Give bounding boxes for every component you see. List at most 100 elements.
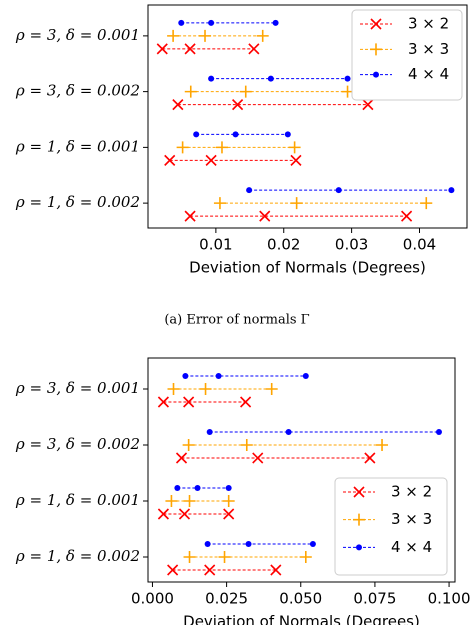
marker-x [401, 210, 413, 222]
marker-dot [284, 131, 291, 138]
marker-plus [184, 85, 197, 98]
x-tick-label: 0.01 [199, 236, 232, 254]
marker-plus [265, 383, 278, 395]
x-axis-label: Deviation of Normals (Degrees) [189, 259, 426, 277]
marker-x [184, 43, 196, 55]
marker-dot [178, 19, 185, 26]
marker-plus [370, 43, 382, 56]
marker-dot [225, 485, 232, 491]
marker-plus [299, 551, 312, 563]
marker-x [183, 396, 195, 408]
marker-dot [302, 373, 309, 379]
marker-x [175, 452, 188, 464]
marker-dot [373, 71, 379, 78]
marker-x [364, 452, 376, 464]
marker-x [157, 396, 169, 408]
legend-label: 3 × 2 [408, 15, 449, 33]
marker-plus [213, 197, 226, 210]
marker-dot [309, 541, 316, 547]
marker-dot [208, 19, 215, 26]
marker-plus [167, 29, 180, 42]
marker-x [232, 99, 244, 111]
marker-x [205, 154, 217, 166]
marker-x [157, 508, 169, 520]
marker-x [164, 154, 176, 166]
plot-frame [147, 4, 468, 229]
marker-dot [193, 131, 200, 138]
marker-dot [435, 429, 442, 435]
marker-x [204, 564, 216, 576]
marker-plus [218, 551, 231, 563]
marker-plus [182, 439, 195, 451]
marker-plus [290, 197, 303, 210]
marker-plus [256, 29, 269, 42]
marker-plus [353, 513, 365, 526]
marker-x [184, 210, 196, 222]
marker-x [172, 99, 184, 111]
x-tick-label: 0.03 [335, 236, 368, 254]
marker-dot [208, 75, 215, 82]
marker-x [156, 43, 168, 55]
marker-dot [246, 187, 253, 194]
marker-dot [272, 19, 279, 26]
legend-box [334, 477, 448, 576]
marker-dot [232, 131, 239, 138]
marker-dot [245, 541, 252, 547]
marker-plus [199, 29, 212, 42]
legend-label: 4 × 4 [408, 65, 449, 83]
marker-plus [183, 551, 196, 563]
marker-dot [215, 373, 222, 379]
y-tick-label: ρ = 3, δ = 0.001 [15, 379, 140, 397]
marker-dot [344, 75, 351, 82]
marker-plus [199, 383, 212, 395]
y-tick-label: ρ = 1, δ = 0.001 [15, 137, 140, 155]
marker-plus [240, 439, 253, 451]
x-tick-label: 0.100 [428, 590, 471, 608]
marker-plus [222, 495, 235, 507]
marker-dot [174, 485, 181, 491]
marker-x [370, 18, 382, 30]
marker-x [167, 564, 179, 576]
marker-dot [206, 429, 213, 435]
legend-box [351, 9, 463, 101]
marker-x [290, 154, 302, 166]
marker-dot [267, 75, 274, 82]
x-tick-label: 0.000 [131, 590, 174, 608]
marker-dot [335, 187, 342, 194]
marker-plus [176, 141, 189, 154]
marker-dot [194, 485, 201, 491]
legend-label: 3 × 3 [408, 40, 449, 58]
x-tick-label: 0.025 [205, 590, 248, 608]
marker-plus [239, 85, 252, 98]
marker-plus [376, 439, 389, 451]
y-tick-label: ρ = 1, δ = 0.002 [15, 547, 140, 565]
marker-x [353, 486, 365, 498]
marker-plus [183, 495, 196, 507]
marker-x [270, 564, 282, 576]
y-tick-label: ρ = 1, δ = 0.002 [15, 193, 140, 211]
x-tick-label: 0.04 [403, 236, 436, 254]
y-tick-label: ρ = 3, δ = 0.002 [15, 82, 140, 100]
marker-plus [420, 197, 433, 210]
marker-plus [288, 141, 301, 154]
marker-dot [182, 373, 189, 379]
y-tick-label: ρ = 3, δ = 0.001 [15, 26, 140, 44]
marker-x [240, 396, 252, 408]
marker-x [223, 508, 235, 520]
x-tick-label: 0.050 [279, 590, 322, 608]
marker-plus [215, 141, 228, 154]
caption: (a) Error of normals Γ [164, 313, 309, 328]
marker-x [252, 452, 264, 464]
plot-frame [147, 357, 456, 583]
x-tick-label: 0.075 [353, 590, 396, 608]
x-tick-label: 0.02 [267, 236, 300, 254]
legend-label: 3 × 2 [391, 483, 432, 501]
legend-label: 3 × 3 [391, 510, 432, 528]
y-tick-label: ρ = 3, δ = 0.002 [15, 435, 140, 453]
marker-plus [165, 495, 178, 507]
marker-dot [285, 429, 292, 435]
marker-x [178, 508, 191, 520]
x-axis-label: Deviation of Normals (Degrees) [183, 613, 420, 625]
legend-label: 4 × 4 [391, 538, 432, 556]
